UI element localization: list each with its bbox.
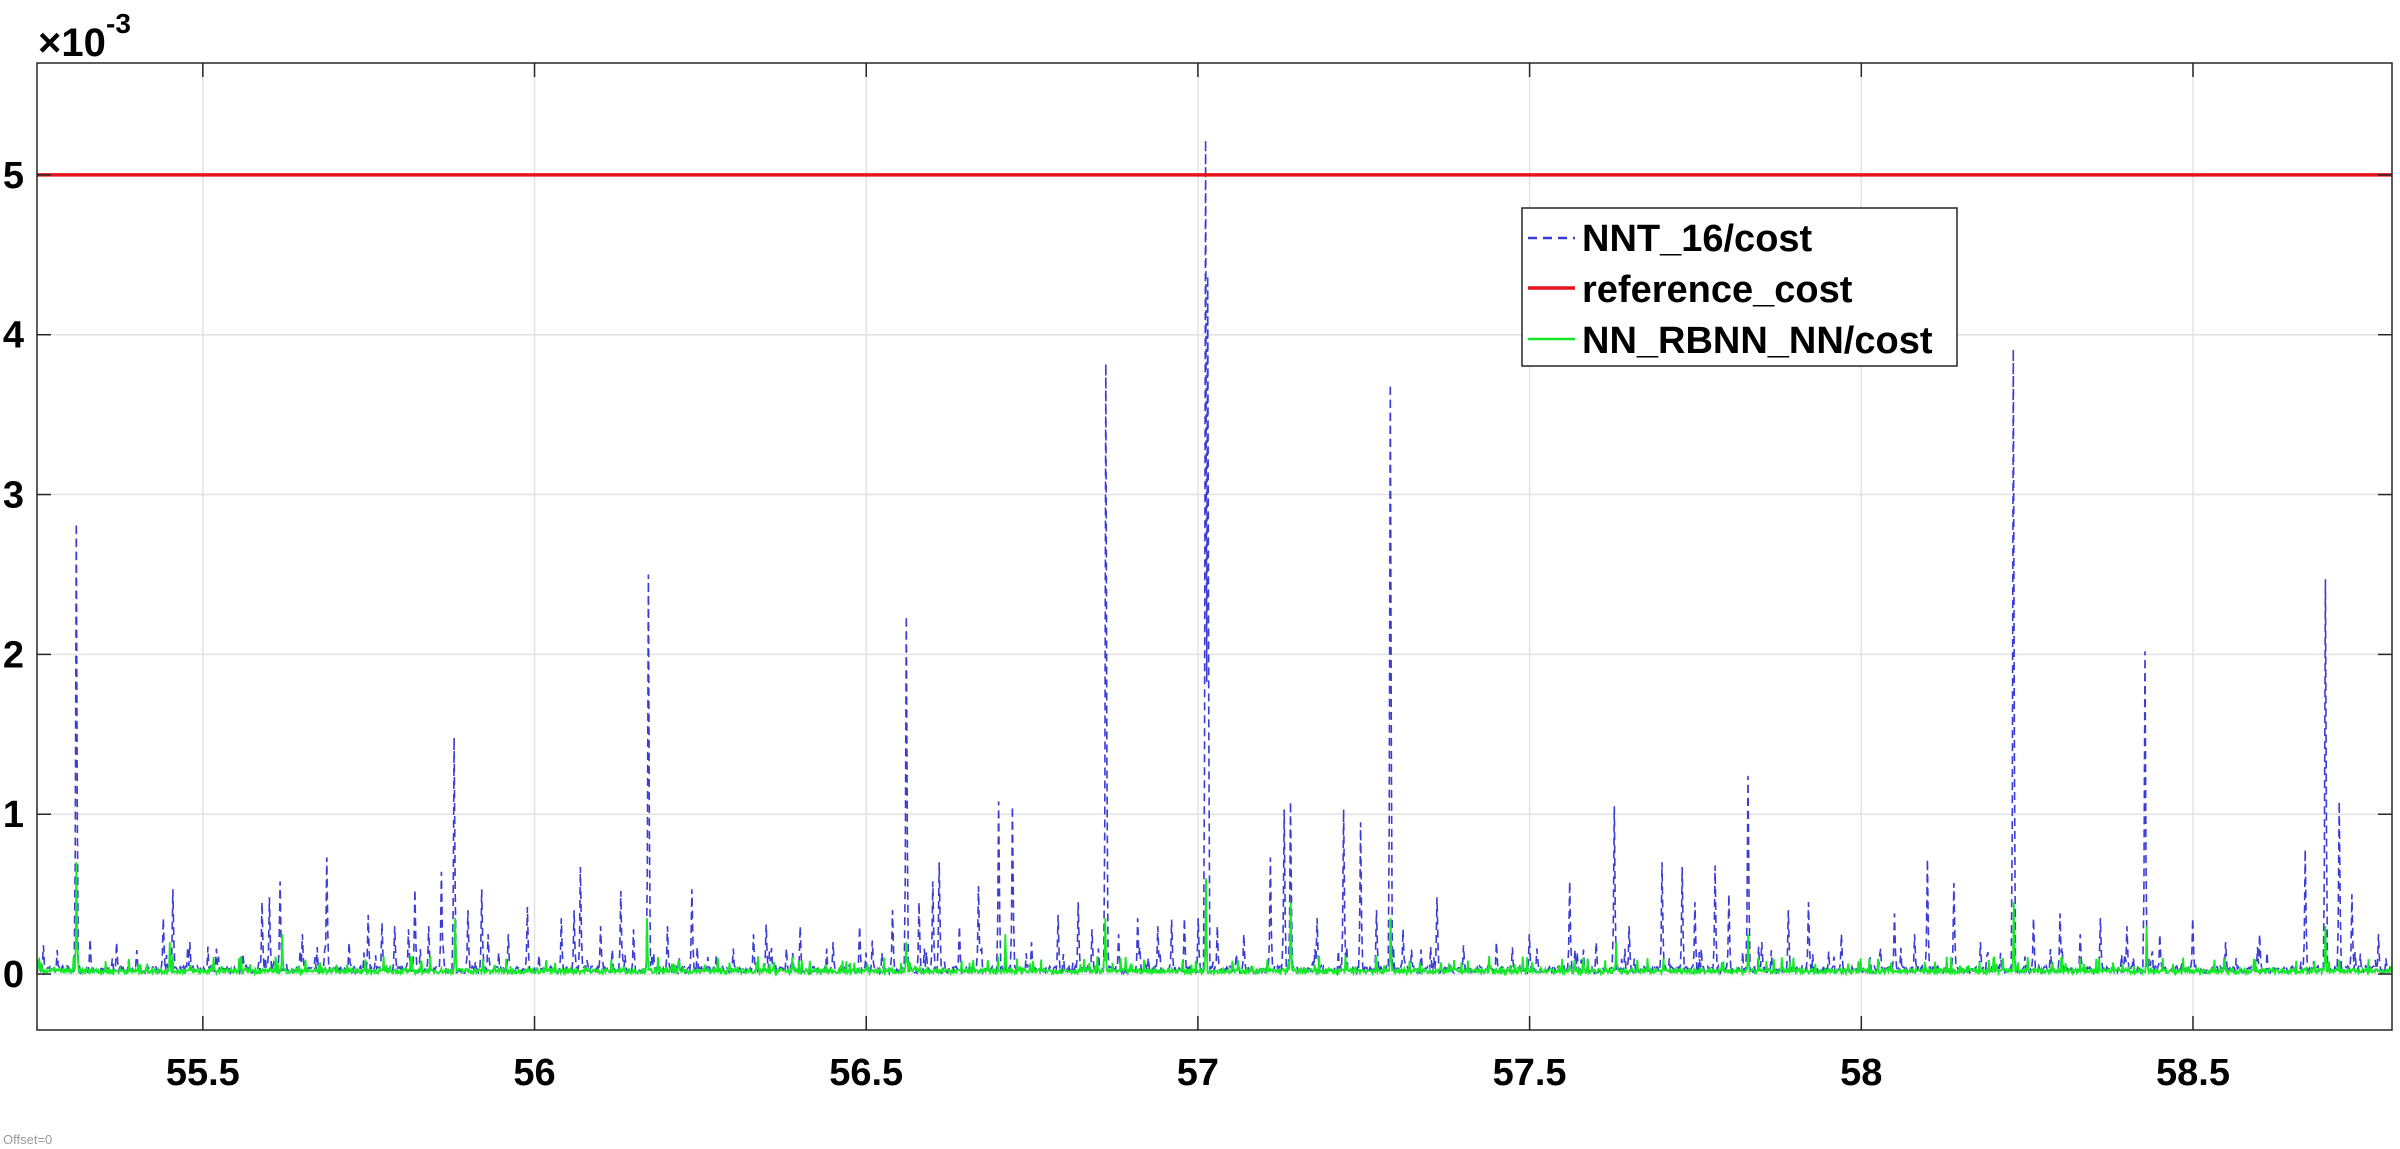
x-tick-label: 56 <box>513 1052 555 1094</box>
legend-label-reference: reference_cost <box>1582 269 1853 311</box>
x-tick-label: 58.5 <box>2156 1052 2230 1094</box>
x-tick-label: 57 <box>1177 1052 1219 1094</box>
x-tick-label: 56.5 <box>829 1052 903 1094</box>
offset-footnote: Offset=0 <box>3 1132 52 1147</box>
legend: NNT_16/cost reference_cost NN_RBNN_NN/co… <box>1521 207 1958 367</box>
x-tick-label: 57.5 <box>1493 1052 1567 1094</box>
x-tick-label: 55.5 <box>166 1052 240 1094</box>
y-axis-exponent: ×10 -3 <box>38 8 131 65</box>
y-tick-label: 5 <box>3 155 24 197</box>
y-tick-label: 0 <box>3 954 24 996</box>
y-tick-label: 3 <box>3 475 24 517</box>
plot-area <box>37 63 2392 1030</box>
legend-label-nnrbnn: NN_RBNN_NN/cost <box>1582 320 1933 362</box>
series-layer <box>36 139 2393 977</box>
plot-frame <box>36 62 2393 1031</box>
series-line-nnrbnn <box>36 862 2393 977</box>
y-exponent-base: ×10 <box>38 21 106 65</box>
legend-box <box>1521 207 1958 367</box>
legend-label-nnt16: NNT_16/cost <box>1582 218 1813 260</box>
y-tick-label: 1 <box>3 794 24 836</box>
y-tick-label: 2 <box>3 634 24 676</box>
y-tick-label: 4 <box>3 315 24 357</box>
y-exponent-power: -3 <box>106 8 131 39</box>
x-tick-label: 58 <box>1840 1052 1882 1094</box>
axes: 55.5 56 56.5 57 57.5 58 58.5 0 1 2 3 4 5 <box>3 63 2392 1094</box>
